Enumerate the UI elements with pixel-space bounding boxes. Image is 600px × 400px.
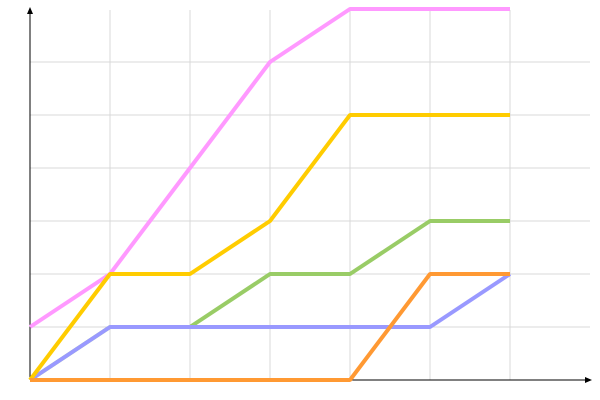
x-axis-arrow: [585, 377, 592, 383]
series-line-3: [28, 272, 512, 382]
series-line-4: [28, 113, 510, 382]
series-line-5: [30, 272, 510, 382]
y-axis-arrow: [27, 7, 33, 14]
